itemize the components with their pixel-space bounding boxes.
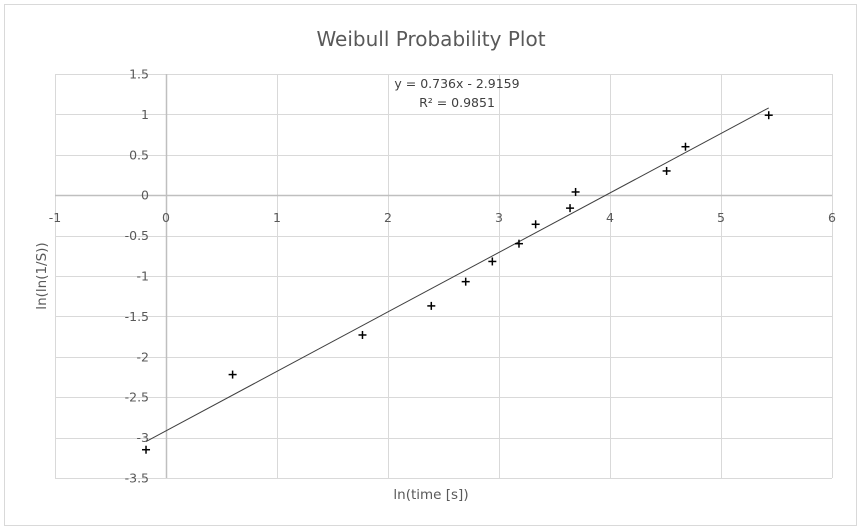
y-axis-tick-labels: 1.5 1 0.5 0 -0.5 -1 -1.5 -2 -2.5 -3 -3.5 bbox=[125, 67, 149, 486]
data-point-marker bbox=[764, 111, 773, 120]
data-point-marker bbox=[358, 330, 367, 339]
data-point-marker bbox=[531, 220, 540, 229]
data-point-marker bbox=[566, 204, 575, 213]
trendline-r-squared: R² = 0.9851 bbox=[419, 95, 495, 110]
y-tick-label: -2.5 bbox=[125, 390, 149, 405]
x-axis-title: ln(time [s]) bbox=[393, 487, 468, 503]
y-tick-label: -1 bbox=[137, 269, 149, 284]
data-point-marker bbox=[488, 257, 497, 266]
x-tick-label: 5 bbox=[717, 210, 725, 225]
chart-title: Weibull Probability Plot bbox=[316, 27, 545, 51]
x-tick-label: 1 bbox=[273, 210, 281, 225]
y-tick-label: 0 bbox=[141, 188, 149, 203]
axes bbox=[55, 74, 832, 478]
data-point-marker bbox=[681, 142, 690, 151]
data-point-marker bbox=[514, 239, 523, 248]
trendline bbox=[145, 107, 769, 442]
data-point-marker bbox=[461, 277, 470, 286]
x-tick-label: 6 bbox=[828, 210, 836, 225]
x-tick-label: 0 bbox=[162, 210, 170, 225]
data-points bbox=[142, 111, 773, 454]
x-tick-label: 4 bbox=[606, 210, 614, 225]
y-tick-label: -2 bbox=[137, 349, 149, 364]
trendline-equation: y = 0.736x - 2.9159 bbox=[394, 76, 519, 91]
x-tick-label: 2 bbox=[384, 210, 392, 225]
data-point-marker bbox=[571, 187, 580, 196]
x-axis-tick-labels: -1 0 1 2 3 4 5 6 bbox=[49, 210, 836, 225]
y-tick-label: -3.5 bbox=[125, 471, 149, 486]
data-point-marker bbox=[142, 445, 151, 454]
y-tick-label: -3 bbox=[137, 430, 149, 445]
trendline-line bbox=[145, 107, 769, 442]
y-tick-label: 1 bbox=[141, 107, 149, 122]
y-tick-label: 1.5 bbox=[129, 67, 149, 82]
data-point-marker bbox=[662, 166, 671, 175]
y-tick-label: -1.5 bbox=[125, 309, 149, 324]
x-tick-label: -1 bbox=[49, 210, 61, 225]
data-point-marker bbox=[228, 370, 237, 379]
x-tick-label: 3 bbox=[495, 210, 503, 225]
y-tick-label: -0.5 bbox=[125, 228, 149, 243]
gridlines bbox=[55, 74, 833, 479]
y-axis-title: ln(ln(1/S)) bbox=[34, 242, 50, 309]
data-point-marker bbox=[427, 301, 436, 310]
y-tick-label: 0.5 bbox=[129, 147, 149, 162]
